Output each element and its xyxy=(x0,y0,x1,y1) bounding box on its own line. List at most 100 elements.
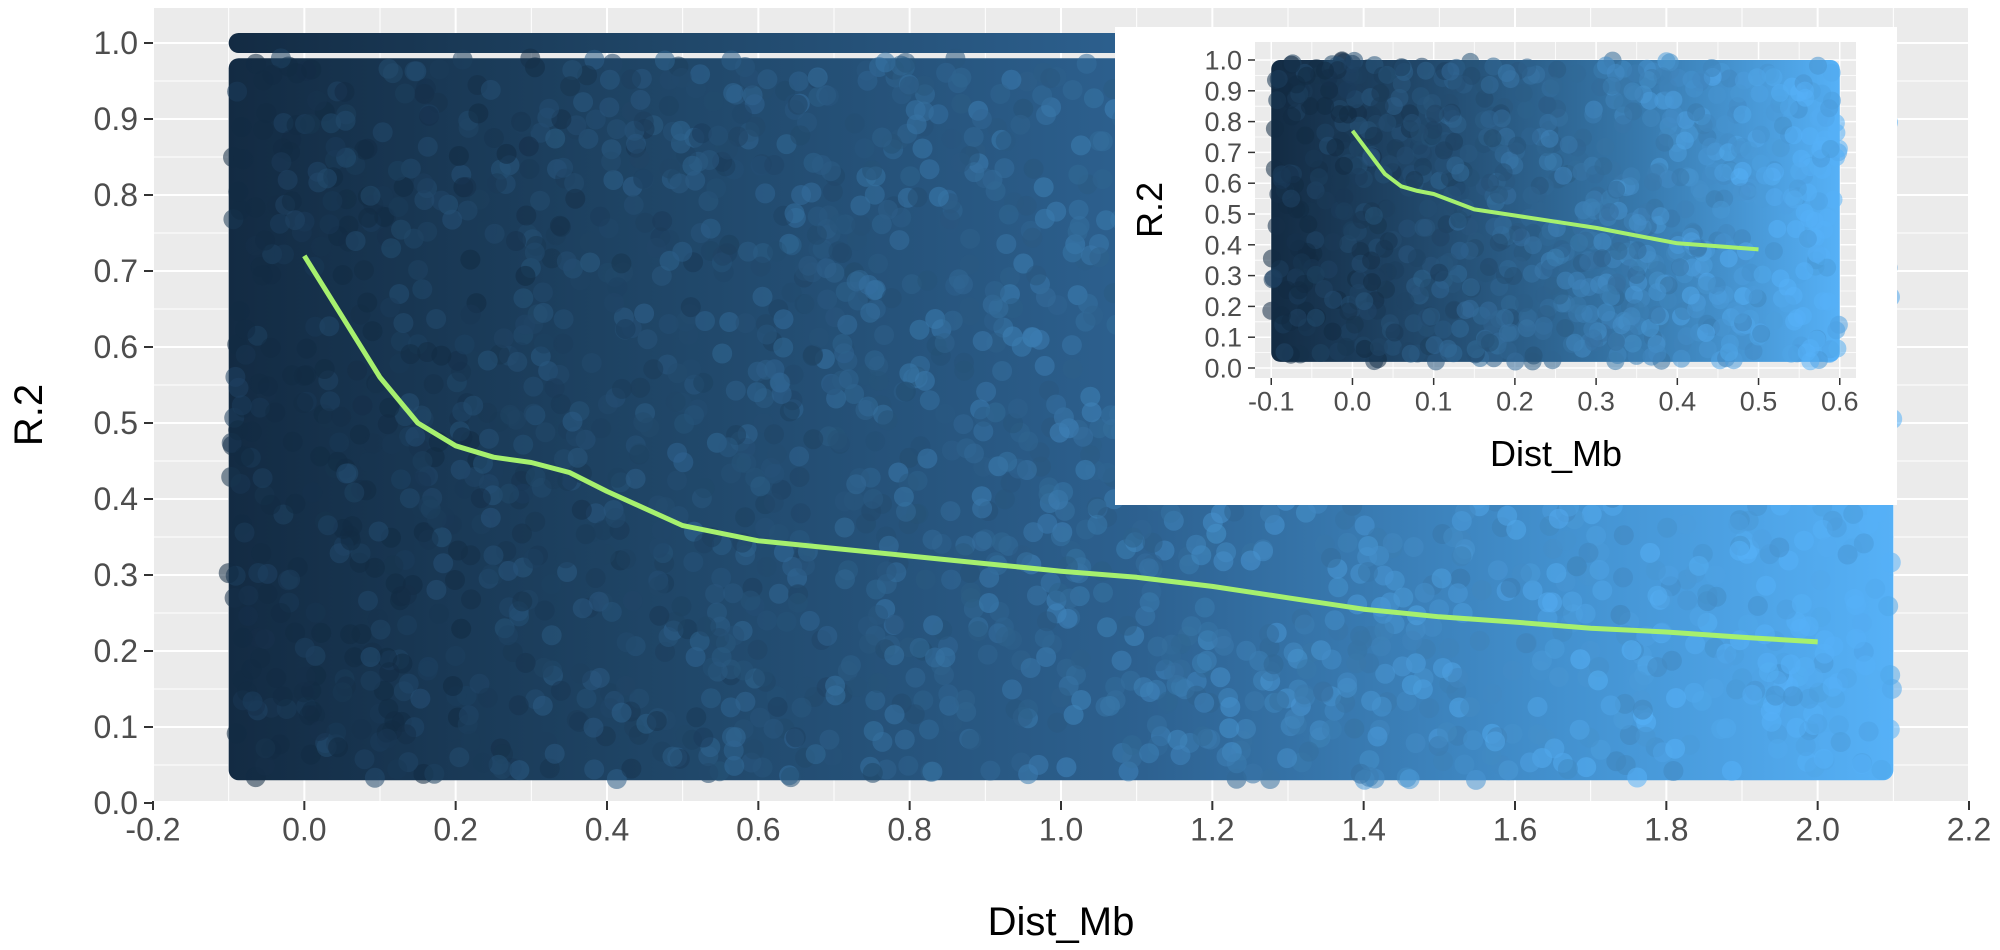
data-point xyxy=(756,324,777,345)
data-point xyxy=(633,412,654,433)
data-point xyxy=(553,333,574,354)
data-point xyxy=(1398,219,1417,238)
data-point xyxy=(319,214,340,235)
data-point xyxy=(1796,88,1815,107)
data-point xyxy=(1809,56,1827,75)
data-point xyxy=(923,615,944,636)
data-point xyxy=(1594,157,1613,176)
data-point xyxy=(1092,169,1113,190)
data-point xyxy=(1306,308,1325,327)
data-point xyxy=(1714,649,1734,670)
data-point xyxy=(832,333,853,354)
data-point xyxy=(992,361,1013,381)
data-point xyxy=(550,680,571,701)
data-point xyxy=(827,429,848,450)
data-point xyxy=(750,256,771,277)
data-point xyxy=(731,452,752,473)
data-point xyxy=(511,111,532,132)
data-point xyxy=(221,467,242,487)
data-point xyxy=(364,557,385,578)
data-point xyxy=(898,755,919,776)
data-point xyxy=(285,493,306,514)
data-point xyxy=(256,103,277,124)
data-point xyxy=(351,719,372,740)
data-point xyxy=(857,70,878,91)
data-point xyxy=(646,711,667,731)
data-point xyxy=(1537,592,1558,613)
data-point xyxy=(378,58,399,79)
data-point xyxy=(884,704,905,725)
data-point xyxy=(1517,319,1536,338)
data-point xyxy=(630,377,651,398)
data-point xyxy=(1626,64,1645,83)
data-point xyxy=(1728,513,1749,534)
data-point xyxy=(1720,334,1739,353)
data-point xyxy=(750,476,771,497)
data-point xyxy=(721,50,742,71)
data-point xyxy=(1460,697,1481,718)
data-point xyxy=(293,365,314,386)
data-point xyxy=(720,697,741,718)
data-point xyxy=(360,185,381,206)
data-point xyxy=(1461,278,1480,297)
data-point xyxy=(397,615,418,636)
data-point xyxy=(1479,257,1498,276)
data-point xyxy=(606,769,627,789)
data-point xyxy=(1450,568,1471,589)
data-point xyxy=(545,128,566,149)
data-point xyxy=(807,67,828,88)
data-point xyxy=(1192,726,1213,747)
data-point xyxy=(1765,103,1784,122)
data-point xyxy=(805,744,826,765)
data-point xyxy=(708,125,729,146)
data-point xyxy=(1846,628,1867,649)
data-point xyxy=(460,304,481,325)
data-point xyxy=(1374,620,1395,641)
data-point xyxy=(1040,68,1061,89)
data-point xyxy=(1034,208,1055,229)
data-point xyxy=(1613,709,1634,730)
data-point xyxy=(1685,634,1706,655)
data-point xyxy=(270,48,291,69)
data-point xyxy=(1697,323,1715,342)
data-point xyxy=(1220,697,1241,717)
data-point xyxy=(909,637,930,658)
data-point xyxy=(860,302,881,323)
x-tick-label: 0.0 xyxy=(1334,387,1372,417)
data-point xyxy=(336,463,357,484)
data-point xyxy=(396,724,417,745)
data-point xyxy=(868,371,889,391)
data-point xyxy=(665,391,686,412)
data-point xyxy=(301,59,322,80)
data-point xyxy=(1855,655,1876,676)
data-point xyxy=(1742,684,1763,705)
data-point xyxy=(1316,61,1334,80)
data-point xyxy=(817,289,838,310)
data-point xyxy=(1286,233,1305,252)
data-point xyxy=(1522,186,1541,205)
data-point xyxy=(1803,667,1824,688)
x-tick-label: 0.2 xyxy=(433,811,477,847)
data-point xyxy=(1828,339,1847,358)
data-point xyxy=(808,327,829,348)
data-point xyxy=(381,434,402,455)
data-point xyxy=(1501,323,1520,342)
data-point xyxy=(1282,189,1301,208)
data-point xyxy=(1160,502,1181,523)
data-point xyxy=(1259,624,1280,645)
data-point xyxy=(605,508,626,528)
data-point xyxy=(633,168,654,189)
data-point xyxy=(994,489,1015,510)
data-point xyxy=(696,616,717,637)
data-point xyxy=(314,359,335,379)
data-point xyxy=(1785,190,1804,209)
data-point xyxy=(1268,91,1287,110)
data-point xyxy=(862,160,883,181)
data-point xyxy=(796,676,817,697)
data-point xyxy=(553,309,574,330)
data-point xyxy=(265,402,286,423)
data-point xyxy=(1425,336,1444,355)
data-point xyxy=(953,274,973,295)
data-point xyxy=(1666,688,1686,708)
data-point xyxy=(1581,504,1602,525)
